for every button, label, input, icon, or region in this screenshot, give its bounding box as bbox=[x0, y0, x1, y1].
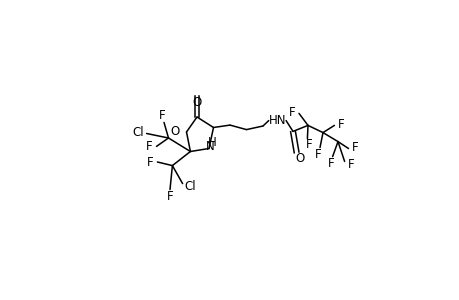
Text: F: F bbox=[146, 155, 153, 169]
Text: F: F bbox=[314, 148, 321, 161]
Text: F: F bbox=[159, 109, 165, 122]
Text: O: O bbox=[170, 125, 179, 139]
Text: F: F bbox=[166, 190, 173, 203]
Text: O: O bbox=[192, 96, 201, 109]
Text: F: F bbox=[337, 118, 344, 131]
Text: F: F bbox=[327, 157, 334, 170]
Text: O: O bbox=[295, 152, 304, 166]
Text: N: N bbox=[205, 140, 214, 153]
Text: H: H bbox=[208, 136, 217, 149]
Text: HN: HN bbox=[269, 114, 286, 127]
Text: F: F bbox=[351, 141, 358, 154]
Text: F: F bbox=[146, 140, 152, 153]
Text: Cl: Cl bbox=[132, 126, 144, 139]
Text: F: F bbox=[288, 106, 295, 119]
Text: F: F bbox=[305, 138, 312, 151]
Text: Cl: Cl bbox=[184, 180, 195, 193]
Text: F: F bbox=[347, 158, 354, 171]
